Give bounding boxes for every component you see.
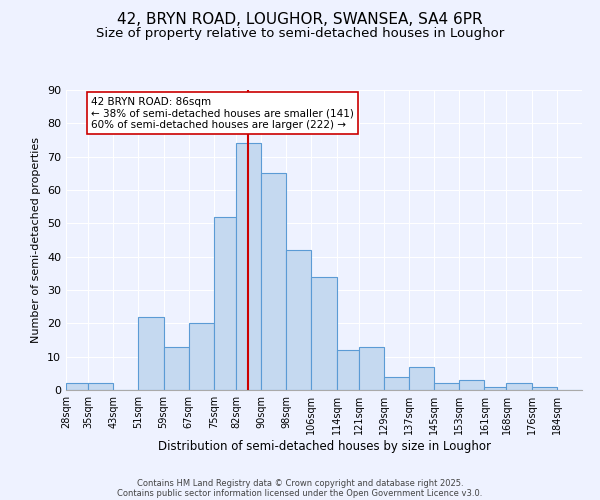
Bar [434,384,459,390]
Bar [236,144,261,390]
Bar [214,216,236,390]
Bar [286,250,311,390]
Text: Size of property relative to semi-detached houses in Loughor: Size of property relative to semi-detach… [96,28,504,40]
Bar [139,316,164,390]
Bar [484,386,506,390]
Bar [459,380,484,390]
Bar [384,376,409,390]
Bar [409,366,434,390]
X-axis label: Distribution of semi-detached houses by size in Loughor: Distribution of semi-detached houses by … [157,440,491,452]
Bar [261,174,286,390]
Bar [66,384,88,390]
Bar [311,276,337,390]
Bar [164,346,189,390]
Bar [189,324,214,390]
Y-axis label: Number of semi-detached properties: Number of semi-detached properties [31,137,41,343]
Bar [532,386,557,390]
Text: 42 BRYN ROAD: 86sqm
← 38% of semi-detached houses are smaller (141)
60% of semi-: 42 BRYN ROAD: 86sqm ← 38% of semi-detach… [91,96,354,130]
Bar [337,350,359,390]
Text: Contains HM Land Registry data © Crown copyright and database right 2025.: Contains HM Land Registry data © Crown c… [137,478,463,488]
Text: 42, BRYN ROAD, LOUGHOR, SWANSEA, SA4 6PR: 42, BRYN ROAD, LOUGHOR, SWANSEA, SA4 6PR [117,12,483,28]
Text: Contains public sector information licensed under the Open Government Licence v3: Contains public sector information licen… [118,488,482,498]
Bar [359,346,384,390]
Bar [506,384,532,390]
Bar [88,384,113,390]
